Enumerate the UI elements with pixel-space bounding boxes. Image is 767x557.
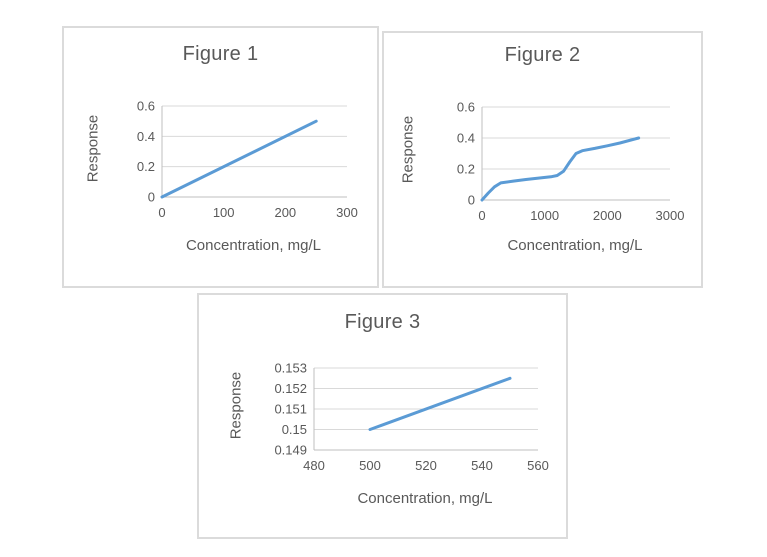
figure-3-plot: 0.149 0.15 0.151 0.152 0.153 480 500 520 540 560 (274, 361, 549, 474)
data-series-line (368, 376, 512, 431)
figure-2-plot: 0 0.2 0.4 0.6 0 1000 2000 3000 (457, 100, 685, 224)
y-tick-label: 0.15 (282, 422, 307, 437)
y-tick-label: 0 (468, 193, 475, 208)
x-tick-label: 0 (158, 205, 165, 220)
x-tick-label: 500 (359, 458, 381, 473)
figure-1-plot: 0 0.2 0.4 0.6 0 100 200 300 (137, 99, 358, 221)
x-tick-label: 200 (274, 205, 296, 220)
y-tick-label: 0.153 (274, 361, 307, 376)
y-tick-label: 0.151 (274, 402, 307, 417)
x-tick-label: 540 (471, 458, 493, 473)
x-tick-label: 100 (213, 205, 235, 220)
y-tick-label: 0.152 (274, 381, 307, 396)
figure-3-panel: Figure 3 Response 0.149 0.15 0.151 0.152 0.1… (197, 293, 568, 539)
figure-2-title: Figure 2 (504, 44, 581, 66)
figure-1-title: Figure 1 (182, 43, 259, 65)
y-tick-label: 0.6 (457, 100, 475, 115)
y-tick-label: 0.6 (137, 99, 155, 114)
x-tick-label: 0 (478, 208, 485, 223)
figure-3-title: Figure 3 (344, 311, 421, 333)
x-tick-label: 3000 (656, 208, 685, 223)
figure-1-x-axis-title: Concentration, mg/L (185, 237, 322, 254)
figure-1-panel: Figure 1 Response 0 0.2 0.4 0.6 0 100 200 300 C… (62, 26, 379, 288)
x-tick-label: 560 (527, 458, 549, 473)
y-tick-label: 0 (148, 190, 155, 205)
y-tick-label: 0.2 (457, 162, 475, 177)
figure-2-x-axis-title: Concentration, mg/L (507, 237, 643, 254)
figure-2-panel: Figure 2 Response 0 0.2 0.4 0.6 0 1000 2000 300… (382, 31, 703, 288)
y-tick-label: 0.149 (274, 443, 307, 458)
data-series-line (480, 136, 641, 202)
x-tick-label: 520 (415, 458, 437, 473)
figure-3-x-axis-title: Concentration, mg/L (357, 490, 493, 507)
x-tick-label: 1000 (530, 208, 559, 223)
x-tick-label: 480 (303, 458, 325, 473)
y-tick-label: 0.4 (457, 131, 475, 146)
y-tick-label: 0.4 (137, 129, 155, 144)
x-tick-label: 300 (336, 205, 358, 220)
x-tick-label: 2000 (593, 208, 622, 223)
data-series-line (160, 119, 318, 199)
y-tick-label: 0.2 (137, 159, 155, 174)
